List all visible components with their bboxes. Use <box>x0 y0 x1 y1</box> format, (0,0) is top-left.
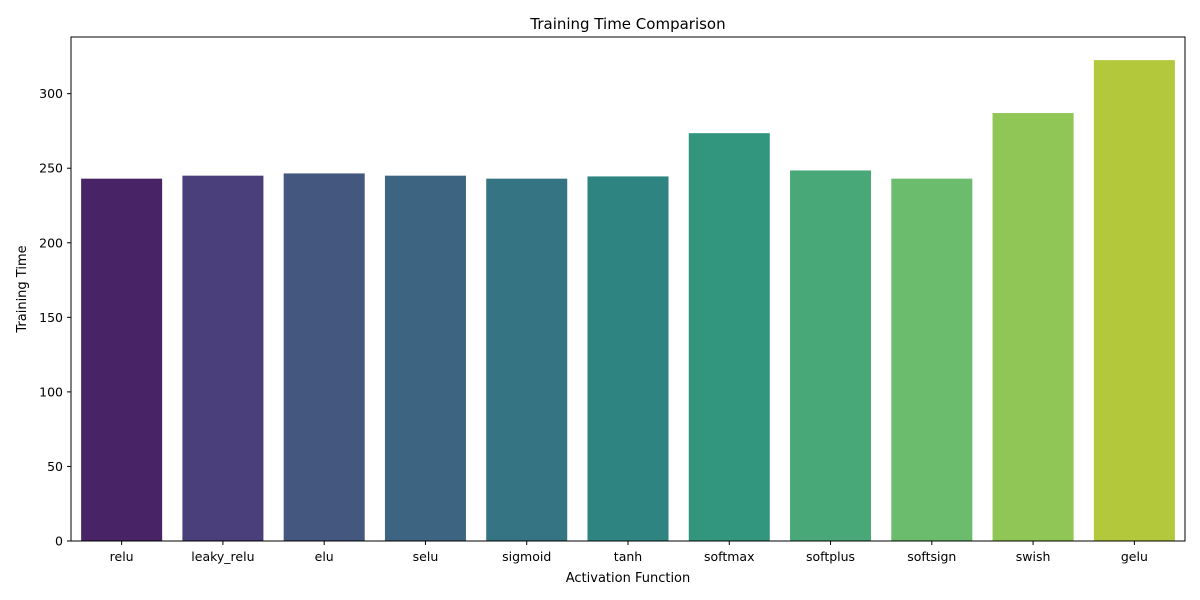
x-tick-label: sigmoid <box>502 549 551 564</box>
x-tick-label: softsign <box>907 549 956 564</box>
x-axis: relu leaky_relu elu selu sigmoid tanh softmax s… <box>110 541 1148 564</box>
bar-tanh <box>587 176 669 542</box>
y-tick-label: 0 <box>55 534 63 549</box>
x-tick-label: elu <box>315 549 334 564</box>
x-tick-label: leaky_relu <box>191 549 254 564</box>
y-tick-label: 200 <box>39 235 63 250</box>
chart-title: Training Time Comparison <box>529 15 725 33</box>
x-tick-label: gelu <box>1121 549 1148 564</box>
bar-elu <box>283 173 365 541</box>
x-tick-label: softmax <box>704 549 754 564</box>
bar-softplus <box>790 170 872 541</box>
bar-swish <box>992 113 1074 542</box>
x-tick-label: relu <box>110 549 134 564</box>
y-tick-label: 300 <box>39 86 63 101</box>
bar-sigmoid <box>486 178 568 541</box>
bars-group <box>81 60 1175 542</box>
bar-gelu <box>1093 60 1175 541</box>
bar-softmax <box>688 133 770 541</box>
x-tick-label: softplus <box>806 549 855 564</box>
x-tick-label: swish <box>1016 549 1051 564</box>
bar-relu <box>81 178 163 541</box>
x-tick-label: selu <box>413 549 439 564</box>
x-tick-label: tanh <box>614 549 642 564</box>
y-axis-label: Training Time <box>15 245 30 333</box>
y-tick-label: 50 <box>47 459 63 474</box>
bar-selu <box>384 175 466 541</box>
y-tick-label: 250 <box>39 161 63 176</box>
plot-frame <box>70 36 1186 542</box>
bar-leaky-relu <box>182 175 264 541</box>
x-axis-label: Activation Function <box>566 571 691 586</box>
bar-softsign <box>891 178 973 541</box>
y-tick-label: 100 <box>39 384 63 399</box>
y-axis: 0 50 100 150 200 250 300 <box>39 86 71 549</box>
y-tick-label: 150 <box>39 310 63 325</box>
